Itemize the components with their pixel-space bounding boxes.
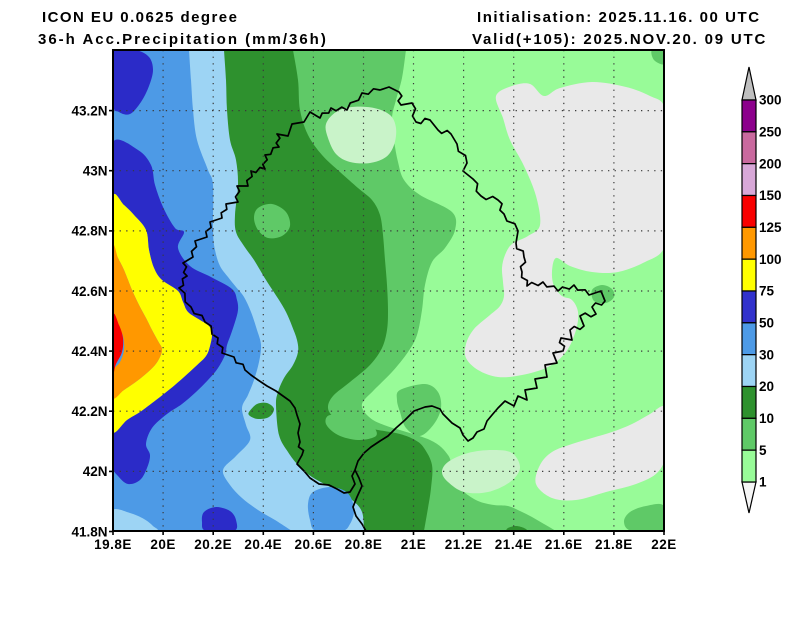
svg-text:300: 300: [759, 93, 782, 108]
svg-text:21E: 21E: [401, 537, 427, 552]
svg-text:42N: 42N: [83, 464, 108, 479]
svg-text:Initialisation: 2025.11.16. 00: Initialisation: 2025.11.16. 00 UTC: [477, 9, 761, 26]
svg-text:20: 20: [759, 379, 774, 394]
svg-text:150: 150: [759, 188, 782, 203]
svg-text:36-h Acc.Precipitation (mm/36h: 36-h Acc.Precipitation (mm/36h): [38, 31, 328, 48]
svg-text:41.8N: 41.8N: [71, 524, 107, 539]
svg-text:20.2E: 20.2E: [194, 537, 232, 552]
svg-text:Valid(+105): 2025.NOV.20. 09 U: Valid(+105): 2025.NOV.20. 09 UTC: [472, 31, 767, 48]
svg-text:21.8E: 21.8E: [595, 537, 633, 552]
svg-text:30: 30: [759, 347, 774, 362]
svg-text:21.2E: 21.2E: [445, 537, 483, 552]
svg-text:43N: 43N: [83, 164, 108, 179]
svg-text:20.6E: 20.6E: [295, 537, 333, 552]
svg-text:42.8N: 42.8N: [71, 224, 107, 239]
svg-text:100: 100: [759, 252, 782, 267]
svg-text:125: 125: [759, 220, 782, 235]
svg-text:21.6E: 21.6E: [545, 537, 583, 552]
svg-text:1: 1: [759, 475, 767, 490]
svg-text:250: 250: [759, 125, 782, 140]
svg-text:42.4N: 42.4N: [71, 344, 107, 359]
svg-text:19.8E: 19.8E: [94, 537, 132, 552]
svg-text:10: 10: [759, 411, 774, 426]
svg-text:20.8E: 20.8E: [345, 537, 383, 552]
svg-text:22E: 22E: [651, 537, 677, 552]
svg-text:20E: 20E: [150, 537, 176, 552]
svg-text:200: 200: [759, 156, 782, 171]
svg-text:42.2N: 42.2N: [71, 404, 107, 419]
svg-text:5: 5: [759, 443, 767, 458]
svg-text:21.4E: 21.4E: [495, 537, 533, 552]
svg-text:50: 50: [759, 316, 774, 331]
svg-text:75: 75: [759, 284, 775, 299]
svg-text:43.2N: 43.2N: [71, 103, 107, 118]
svg-text:20.4E: 20.4E: [244, 537, 282, 552]
svg-text:42.6N: 42.6N: [71, 284, 107, 299]
svg-text:ICON EU 0.0625 degree: ICON EU 0.0625 degree: [42, 9, 238, 26]
